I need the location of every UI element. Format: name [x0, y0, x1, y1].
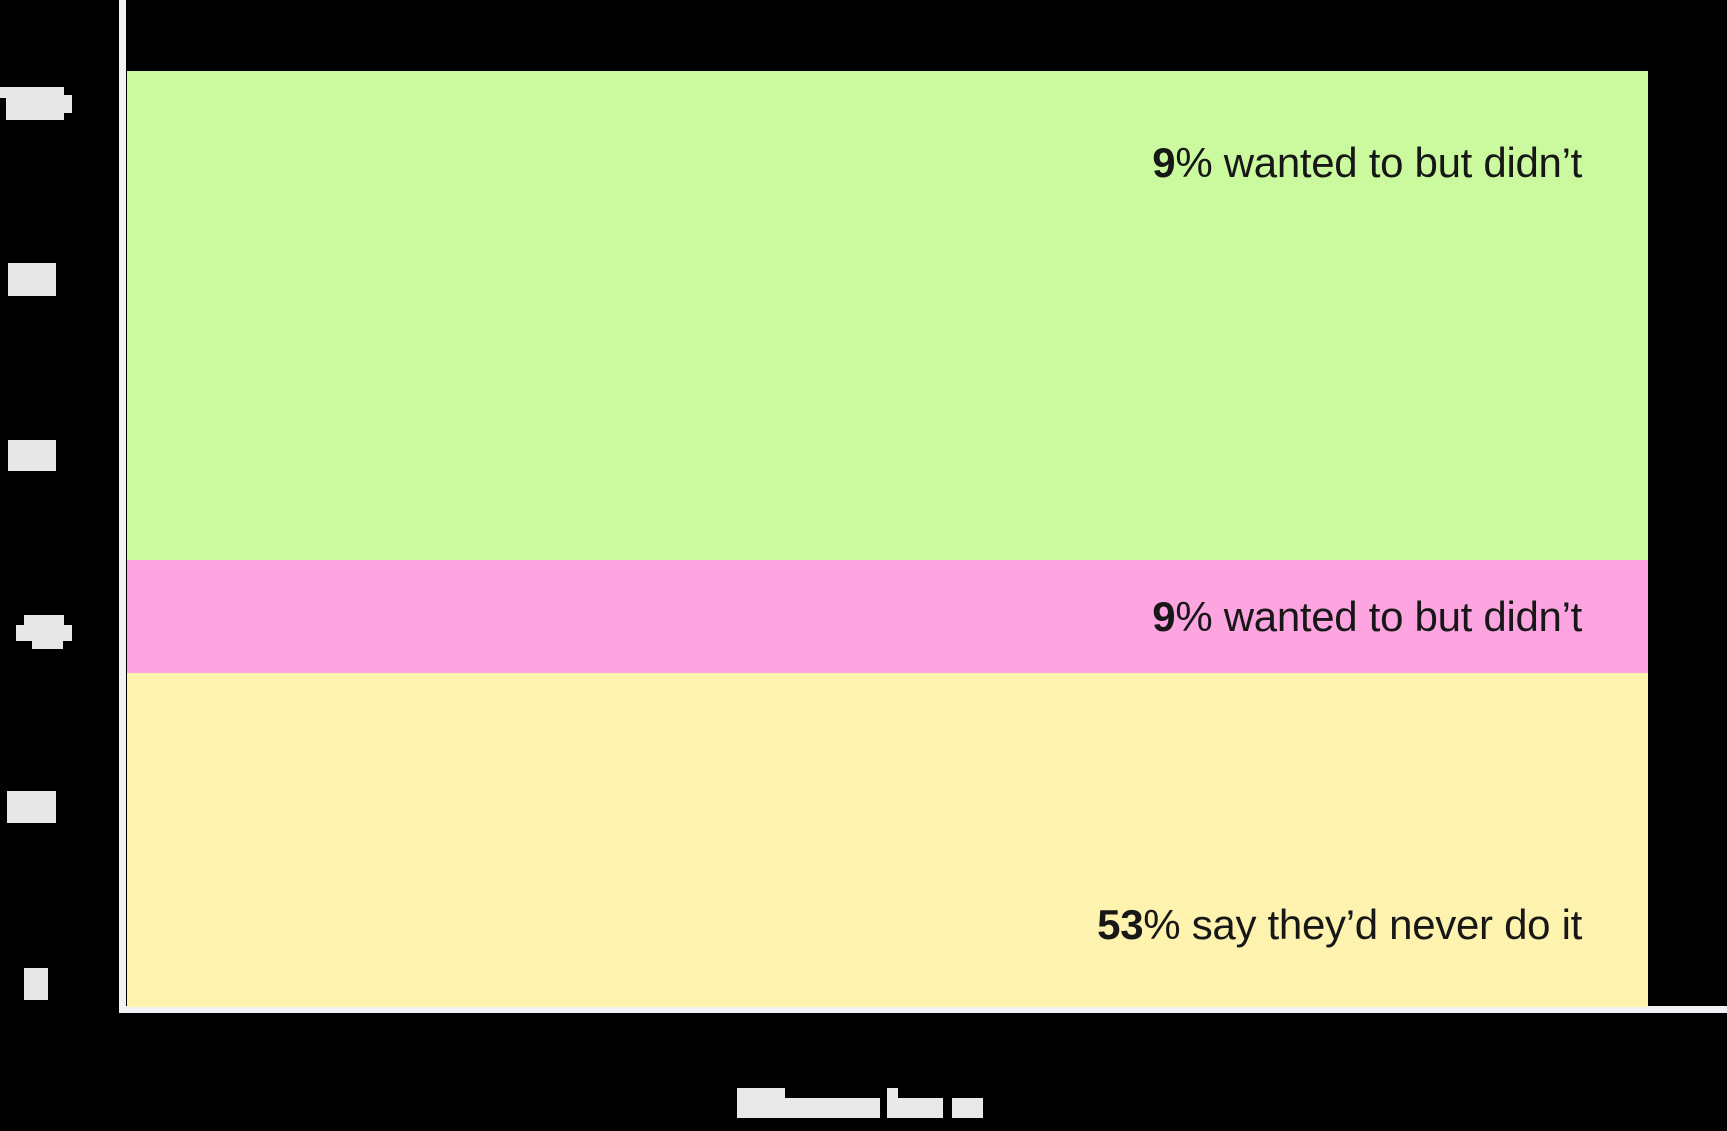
- x-axis-label-blob: [952, 1098, 983, 1118]
- y-tick-blob-1: [6, 112, 64, 120]
- x-axis-spine: [119, 1006, 1727, 1013]
- segment-text: % say they’d never do it: [1143, 901, 1582, 948]
- y-tick-blob-1: [0, 87, 64, 98]
- bar-segment-middle: 9% wanted to but didn’t: [127, 560, 1648, 673]
- y-tick-blob-4: [16, 625, 72, 641]
- segment-value: 9: [1152, 139, 1176, 186]
- y-tick-blob-1: [6, 95, 72, 113]
- y-tick-blob-2: [8, 263, 56, 296]
- segment-text: % wanted to but didn’t: [1175, 139, 1582, 186]
- x-axis-label-blob: [898, 1098, 943, 1118]
- y-axis-spine: [119, 0, 126, 1013]
- y-tick-blob-4: [24, 615, 64, 626]
- bar-segment-bottom: 53% say they’d never do it: [127, 673, 1648, 1007]
- segment-label-bottom: 53% say they’d never do it: [127, 901, 1648, 949]
- stacked-bar: 9% wanted to but didn’t 9% wanted to but…: [127, 71, 1648, 1007]
- y-tick-blob-3: [8, 440, 56, 471]
- segment-label-middle: 9% wanted to but didn’t: [127, 593, 1648, 641]
- y-tick-blob-5: [7, 791, 56, 823]
- y-tick-blob-6: [24, 968, 48, 1000]
- segment-label-top: 9% wanted to but didn’t: [127, 139, 1648, 187]
- segment-value: 53: [1097, 901, 1144, 948]
- segment-text: % wanted to but didn’t: [1175, 592, 1582, 640]
- x-axis-label-blob: [737, 1088, 785, 1118]
- x-axis-label-blob: [887, 1088, 898, 1118]
- y-tick-blob-4: [32, 640, 63, 649]
- segment-value: 9: [1152, 592, 1176, 640]
- bar-segment-top: 9% wanted to but didn’t: [127, 71, 1648, 560]
- x-axis-label-blob: [785, 1098, 880, 1118]
